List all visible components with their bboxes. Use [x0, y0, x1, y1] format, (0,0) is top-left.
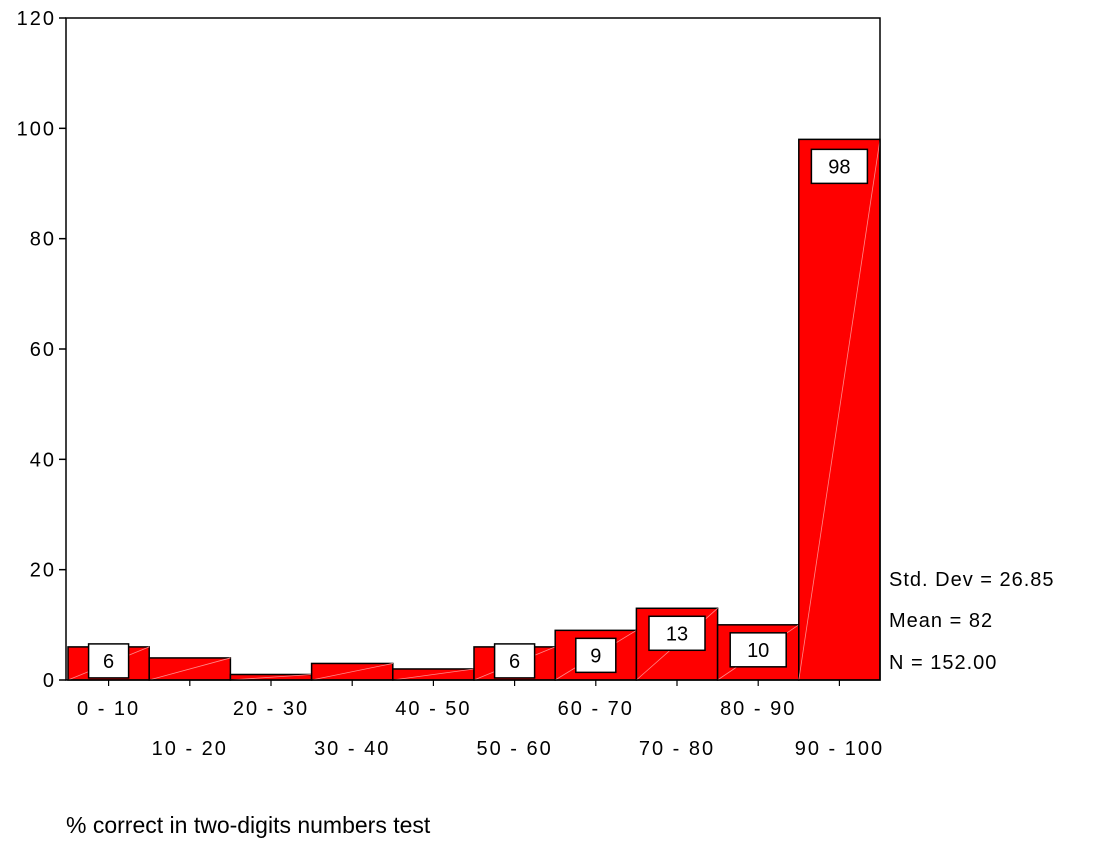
- data-label-background: [87, 643, 130, 679]
- y-tick-label: 120: [17, 8, 56, 30]
- data-label-box: 6: [87, 643, 130, 679]
- data-label-background: [648, 615, 706, 652]
- bar-hatch: [392, 668, 475, 681]
- x-tick-label: 50 - 60: [476, 738, 552, 760]
- bar-hatch: [230, 674, 312, 681]
- bar-group: [392, 668, 475, 681]
- data-label-background: [493, 643, 536, 679]
- x-tick-label: 90 - 100: [795, 738, 884, 760]
- bar-hatch: [798, 139, 881, 681]
- x-tick-label: 60 - 70: [558, 698, 634, 720]
- stats-block: Std. Dev = 26.85 Mean = 82 N = 152.00: [889, 569, 1055, 674]
- y-tick-label: 0: [43, 670, 56, 692]
- x-tick-label: 40 - 50: [395, 698, 471, 720]
- data-label: 98: [828, 156, 850, 178]
- x-tick-label: 80 - 90: [720, 698, 796, 720]
- bar-group: [229, 673, 313, 681]
- data-label: 10: [747, 640, 769, 662]
- stat-line: N = 152.00: [889, 652, 997, 674]
- data-label-box: 10: [729, 632, 787, 668]
- x-tick-label: 10 - 20: [152, 738, 228, 760]
- stat-line: Mean = 82: [889, 610, 993, 632]
- y-tick-label: 80: [30, 229, 56, 251]
- bar-hatch: [311, 663, 393, 681]
- bar-hatch: [149, 657, 231, 681]
- data-label: 13: [666, 623, 688, 645]
- data-label: 6: [103, 651, 114, 673]
- data-label: 9: [590, 645, 601, 667]
- data-label-background: [729, 632, 787, 668]
- data-label-background: [810, 148, 869, 185]
- x-axis-title: % correct in two-digits numbers test: [66, 812, 431, 838]
- data-labels: 6 6 9 13 10 98: [87, 148, 869, 679]
- bars: [67, 138, 881, 681]
- y-tick-label: 60: [30, 339, 56, 361]
- data-label-box: 13: [648, 615, 706, 652]
- plot-frame: [65, 17, 881, 681]
- data-label-background: [575, 637, 617, 674]
- data-label-box: 9: [575, 637, 617, 674]
- y-tick-label: 40: [30, 449, 56, 471]
- data-label: 6: [509, 651, 520, 673]
- y-tick-label: 100: [17, 118, 56, 140]
- bar-group: [148, 657, 232, 681]
- y-axis: 0 20 40 60 80 100 120: [17, 8, 66, 692]
- data-label-box: 6: [493, 643, 536, 679]
- stat-line: Std. Dev = 26.85: [889, 569, 1055, 591]
- bar-group: [310, 662, 394, 681]
- x-tick-label: 70 - 80: [639, 738, 715, 760]
- bar-group: [798, 138, 881, 681]
- x-tick-label: 20 - 30: [233, 698, 309, 720]
- histogram-chart: 6 6 9 13 10 98 0 20 40 60 80 100 120 0 - 10 10 - 202…: [17, 8, 1055, 760]
- x-tick-label: 0 - 10: [77, 698, 140, 720]
- x-tick-label: 30 - 40: [314, 738, 390, 760]
- data-label-box: 98: [810, 148, 869, 185]
- y-tick-label: 20: [30, 560, 56, 582]
